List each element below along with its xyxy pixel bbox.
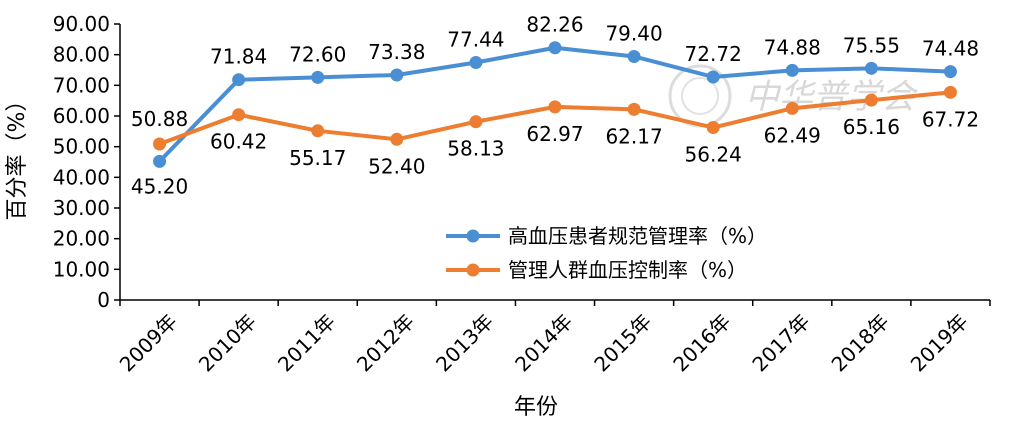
- data-point: [153, 137, 167, 151]
- y-tick-label: 0: [97, 288, 110, 312]
- x-tick-label: 2019年: [906, 309, 973, 376]
- series-2: [153, 85, 957, 151]
- data-label-series-2: 55.17: [289, 146, 346, 170]
- data-point: [232, 108, 246, 122]
- data-point: [943, 65, 957, 79]
- data-point: [390, 68, 404, 82]
- data-label-series-2: 52.40: [368, 154, 425, 178]
- x-tick-label: 2013年: [431, 309, 498, 376]
- data-label-series-1: 82.26: [526, 13, 583, 37]
- data-point: [469, 115, 483, 129]
- data-point: [153, 154, 167, 168]
- x-tick-label: 2012年: [352, 309, 419, 376]
- legend-marker: [466, 229, 480, 243]
- series-1: [153, 41, 957, 168]
- data-label-series-2: 56.24: [685, 143, 742, 167]
- x-tick-label: 2016年: [668, 309, 735, 376]
- axes: [119, 24, 990, 301]
- x-tick-label: 2011年: [273, 309, 340, 376]
- data-point: [785, 63, 799, 77]
- data-point: [785, 101, 799, 115]
- x-axis-title: 年份: [514, 395, 558, 420]
- data-label-series-2: 67.72: [922, 107, 979, 131]
- data-point: [311, 124, 325, 138]
- data-point: [706, 121, 720, 135]
- data-label-series-1: 74.88: [764, 35, 821, 59]
- data-point: [943, 85, 957, 99]
- x-tick-label: 2015年: [589, 309, 656, 376]
- data-point: [232, 73, 246, 87]
- x-tick-label: 2018年: [827, 309, 894, 376]
- data-label-series-1: 45.20: [131, 174, 188, 198]
- data-point: [311, 70, 325, 84]
- y-tick-label: 40.00: [53, 165, 110, 189]
- y-tick-label: 70.00: [53, 73, 110, 97]
- legend-marker: [466, 263, 480, 277]
- y-tick-label: 60.00: [53, 104, 110, 128]
- data-label-series-2: 62.17: [605, 124, 662, 148]
- data-point: [548, 100, 562, 114]
- data-point: [864, 61, 878, 75]
- data-point: [627, 102, 641, 116]
- y-axis-ticks: 0 10.00 20.00 30.00 40.00 50.00 60.00 70.00 80.0…: [53, 12, 120, 312]
- data-label-series-1: 72.60: [289, 42, 346, 66]
- data-label-series-1: 79.40: [605, 22, 662, 46]
- data-label-series-2: 50.88: [131, 107, 188, 131]
- series-layer: [153, 41, 957, 168]
- y-tick-label: 80.00: [53, 43, 110, 67]
- data-label-series-1: 74.48: [922, 37, 979, 61]
- data-label-series-2: 62.97: [526, 122, 583, 146]
- y-tick-label: 20.00: [53, 227, 110, 251]
- x-tick-label: 2009年: [115, 309, 182, 376]
- y-tick-label: 90.00: [53, 12, 110, 36]
- data-point: [469, 56, 483, 70]
- data-label-series-2: 65.16: [843, 115, 900, 139]
- data-label-series-2: 60.42: [210, 130, 267, 154]
- data-label-series-2: 62.49: [764, 123, 821, 147]
- y-tick-label: 30.00: [53, 196, 110, 220]
- data-labels: 45.20 71.84 72.60 73.38 77.44 82.26 79.40 72.72…: [131, 13, 979, 199]
- legend-label: 高血压患者规范管理率（%）: [508, 224, 767, 248]
- data-label-series-1: 77.44: [447, 28, 504, 52]
- data-point: [706, 70, 720, 84]
- y-axis-title: 百分率（%）: [5, 90, 30, 221]
- data-point: [627, 50, 641, 64]
- x-tick-label: 2017年: [747, 309, 814, 376]
- data-label-series-1: 71.84: [210, 45, 267, 69]
- data-label-series-1: 72.72: [685, 42, 742, 66]
- legend-item-1: 高血压患者规范管理率（%）: [446, 224, 767, 248]
- data-label-series-1: 73.38: [368, 40, 425, 64]
- data-label-series-1: 75.55: [843, 33, 900, 57]
- data-label-series-2: 58.13: [447, 137, 504, 161]
- x-tick-label: 2014年: [510, 309, 577, 376]
- x-axis-ticks: 2009年 2010年 2011年 2012年 2013年 2014年 2015年 2016年…: [115, 300, 991, 376]
- data-point: [548, 41, 562, 55]
- legend: 高血压患者规范管理率（%） 管理人群血压控制率（%）: [446, 224, 767, 282]
- data-point: [864, 93, 878, 107]
- data-point: [390, 132, 404, 146]
- x-tick-label: 2010年: [194, 309, 261, 376]
- y-tick-label: 50.00: [53, 135, 110, 159]
- y-tick-label: 10.00: [53, 257, 110, 281]
- legend-label: 管理人群血压控制率（%）: [508, 258, 747, 282]
- legend-item-2: 管理人群血压控制率（%）: [446, 258, 747, 282]
